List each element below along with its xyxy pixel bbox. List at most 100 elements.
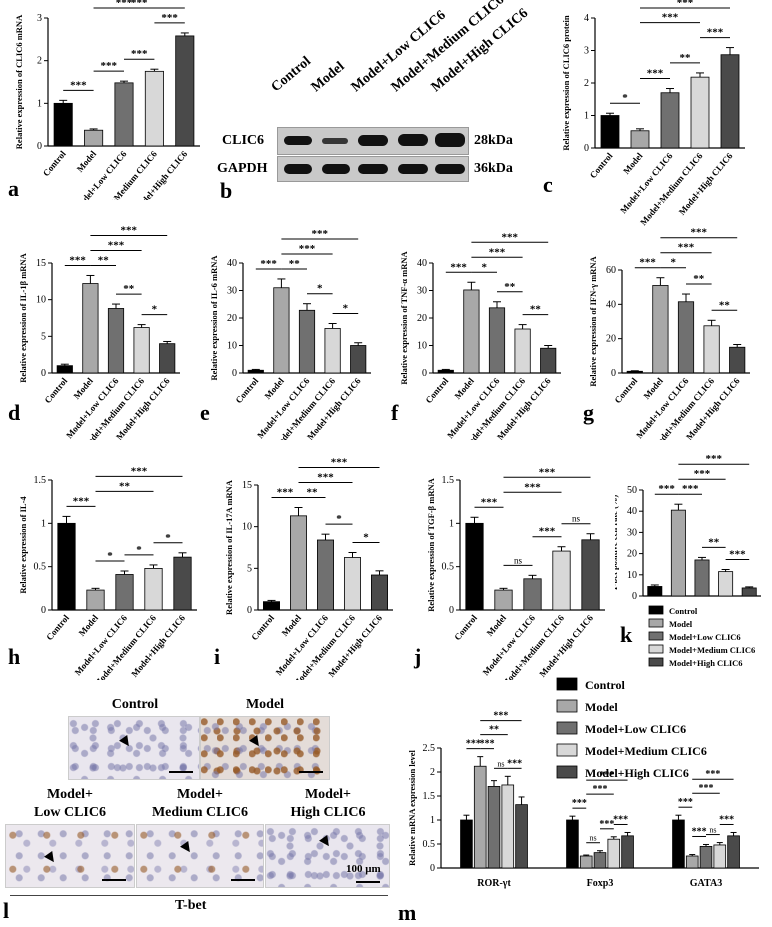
bar — [718, 571, 734, 597]
hist-title: T-bet — [175, 898, 207, 913]
x-tick-label: Control — [452, 612, 479, 642]
sig-label: *** — [524, 481, 541, 493]
y-tick-label: 30 — [417, 286, 427, 297]
y-tick-label: 0.5 — [442, 562, 455, 573]
blot-size-clic6: 28kDa — [474, 133, 513, 148]
sig-label: *** — [260, 258, 277, 270]
y-tick-label: 2 — [430, 767, 435, 778]
y-tick-label: 15 — [36, 258, 46, 269]
chart-j: 0 0.5 1 1.5 Relative expression of TGF-β mRN… — [426, 466, 605, 680]
y-tick-label: 20 — [627, 549, 637, 560]
y-tick-label: 0 — [430, 863, 435, 874]
bar — [343, 557, 361, 611]
sig-label: *** — [682, 483, 699, 495]
y-tick-label: 0 — [449, 605, 454, 616]
panel-label-j: j — [414, 644, 422, 669]
y-tick-label: 30 — [227, 286, 237, 297]
y-tick-label: 1 — [449, 518, 454, 529]
x-tick-label: Model — [263, 375, 287, 401]
bar — [84, 129, 104, 147]
sig-label: *** — [131, 465, 148, 477]
bar — [437, 369, 454, 374]
y-axis-label: Relative expression of IFN-γ mRNA — [588, 255, 598, 386]
y-tick-label: 10 — [36, 295, 46, 306]
panel-label-l: l — [3, 898, 10, 923]
y-tick-label: 0 — [41, 368, 46, 379]
western-blot-panel: Control Model Model+Low CLIC6 Model+Medi… — [215, 0, 535, 210]
sig-label: *** — [489, 246, 506, 258]
bar — [727, 835, 740, 869]
sig-label: *** — [101, 60, 118, 72]
y-tick-label: 40 — [606, 299, 616, 310]
blot-row-label-clic6: CLIC6 — [222, 133, 265, 148]
bar — [173, 556, 192, 611]
y-tick-label: 1.5 — [423, 791, 436, 802]
bar — [515, 804, 528, 869]
bar — [552, 550, 571, 611]
x-tick-label: Model+High CLIC6 — [677, 150, 735, 216]
y-tick-label: 1 — [37, 98, 42, 109]
x-tick-label: Control — [233, 375, 260, 405]
panel-label-c: c — [543, 172, 553, 197]
y-tick-label: 0 — [584, 143, 589, 154]
bar — [579, 855, 593, 869]
bar — [290, 515, 308, 611]
blot-strip-clic6 — [277, 127, 469, 155]
x-tick-label: Foxp3 — [587, 878, 614, 889]
sig-label: *** — [599, 819, 614, 830]
panel-label-h: h — [8, 644, 21, 669]
bar — [581, 539, 600, 611]
chart-c: 0 1 2 3 4 Relative expression of CLIC6 protei… — [561, 0, 745, 227]
sig-label: * — [107, 550, 113, 562]
y-tick-label: 15 — [242, 480, 252, 491]
legend-label: Model+High CLIC6 — [585, 766, 689, 780]
bar — [694, 559, 710, 597]
bar — [114, 82, 134, 147]
sig-label: *** — [331, 457, 348, 469]
sig-label: *** — [572, 798, 587, 809]
bar — [159, 343, 176, 374]
bar — [144, 568, 163, 611]
x-tick-label: Model — [485, 612, 509, 638]
bar — [685, 855, 699, 869]
bar — [115, 574, 134, 611]
y-axis-label: Relative expression of IL-4 — [18, 496, 28, 594]
bar — [514, 328, 531, 374]
x-tick-label: Model+Low CLIC6 — [481, 612, 538, 677]
sig-label: *** — [69, 254, 86, 266]
y-axis-label: Relative expression of IL-1β mRNA — [18, 252, 28, 382]
x-tick-label: Control — [249, 612, 276, 642]
bar — [729, 346, 746, 374]
sig-label: ns — [709, 826, 716, 835]
y-tick-label: 0 — [247, 605, 252, 616]
legend-swatch — [556, 765, 578, 779]
x-tick-label: Model+High CLIC6 — [537, 612, 595, 678]
bar — [460, 819, 473, 869]
x-tick-label: GATA3 — [690, 878, 722, 889]
y-tick-label: 0 — [41, 605, 46, 616]
y-tick-label: 5 — [247, 563, 252, 574]
sig-label: ** — [680, 52, 692, 64]
sig-label: ** — [693, 273, 705, 285]
x-tick-label: Model+Low CLIC6 — [73, 612, 130, 677]
blot-strip-gapdh — [277, 156, 469, 182]
sig-label: *** — [658, 483, 675, 495]
y-tick-label: 0 — [611, 368, 616, 379]
y-tick-label: 40 — [627, 506, 637, 517]
bar — [494, 589, 513, 611]
panel-label-a: a — [8, 176, 19, 201]
sig-label: * — [670, 257, 676, 269]
y-tick-label: 10 — [627, 570, 637, 581]
legend-label: Control — [669, 606, 698, 616]
legend-label: Control — [585, 678, 625, 692]
sig-label: ** — [119, 480, 131, 492]
bar — [465, 522, 484, 611]
chart-a: 0 1 2 3 Relative expression of CLIC6 mRNA Con… — [14, 0, 200, 200]
sig-label: *** — [729, 549, 746, 561]
sig-label: *** — [678, 242, 695, 254]
y-tick-label: 10 — [242, 522, 252, 533]
hist-label-control: Control — [111, 697, 159, 712]
legend-swatch — [556, 721, 578, 735]
y-tick-label: 4 — [584, 13, 589, 24]
sig-label: *** — [161, 12, 178, 24]
